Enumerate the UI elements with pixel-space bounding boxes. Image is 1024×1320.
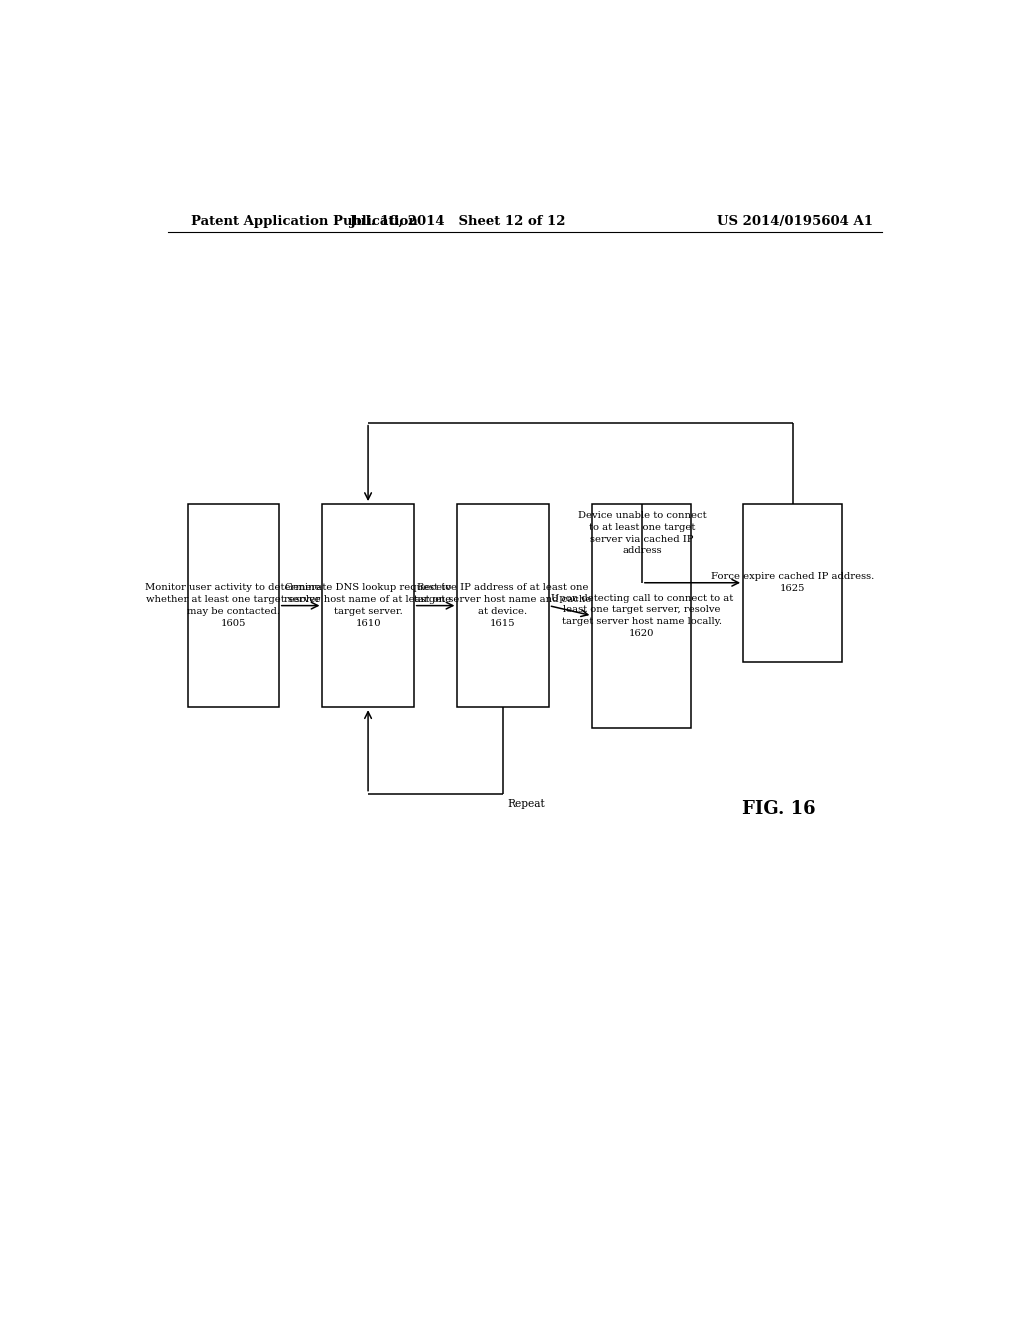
Bar [458, 504, 549, 708]
Text: FIG. 16: FIG. 16 [742, 800, 815, 818]
Bar [187, 504, 279, 708]
Text: Jul. 10, 2014   Sheet 12 of 12: Jul. 10, 2014 Sheet 12 of 12 [349, 215, 565, 228]
Bar [592, 504, 691, 727]
Text: Force expire cached IP address.
1625: Force expire cached IP address. 1625 [711, 573, 874, 593]
Text: Receive IP address of at least one
target server host name and cache
at device.
: Receive IP address of at least one targe… [415, 583, 592, 628]
Text: Generate DNS lookup request to
resolve host name of at least one
target server.
: Generate DNS lookup request to resolve h… [285, 583, 452, 628]
Text: Device unable to connect
to at least one target
server via cached IP
address: Device unable to connect to at least one… [578, 511, 707, 556]
Text: Monitor user activity to determine
whether at least one target server
may be con: Monitor user activity to determine wheth… [145, 583, 321, 628]
Text: Repeat: Repeat [507, 799, 545, 809]
Text: US 2014/0195604 A1: US 2014/0195604 A1 [717, 215, 872, 228]
Text: Upon detecting call to connect to at
least one target server, resolve
target ser: Upon detecting call to connect to at lea… [551, 594, 733, 638]
Bar [743, 504, 843, 661]
Text: Patent Application Publication: Patent Application Publication [191, 215, 418, 228]
Bar [323, 504, 414, 708]
